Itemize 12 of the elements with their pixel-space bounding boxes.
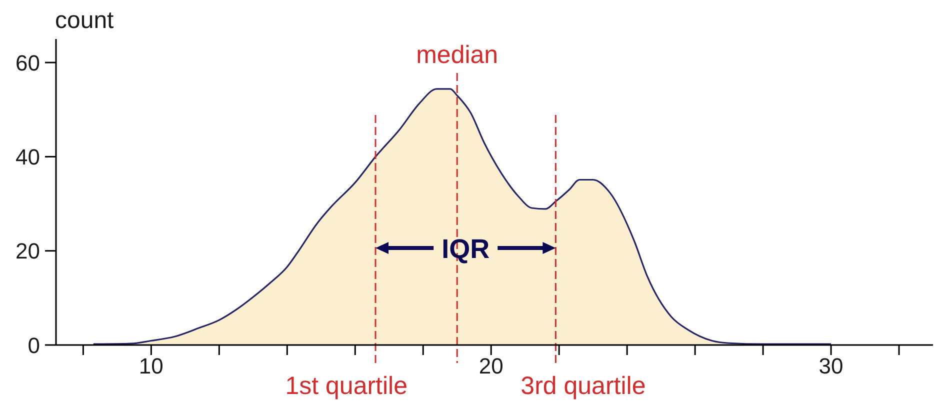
ref-line-label: 1st quartile xyxy=(285,372,408,400)
x-tick-label: 10 xyxy=(138,354,164,379)
y-axis-title: count xyxy=(55,7,114,34)
ref-line-label: 3rd quartile xyxy=(520,372,646,400)
y-tick-label: 0 xyxy=(28,332,40,358)
x-tick-label: 20 xyxy=(478,354,504,379)
ref-line-label: median xyxy=(416,41,498,69)
y-tick-label: 60 xyxy=(16,50,40,76)
annotation: IQR xyxy=(442,234,490,264)
y-tick-label: 40 xyxy=(16,144,40,170)
y-tick-label: 20 xyxy=(16,238,40,264)
x-tick-label: 30 xyxy=(818,354,844,379)
